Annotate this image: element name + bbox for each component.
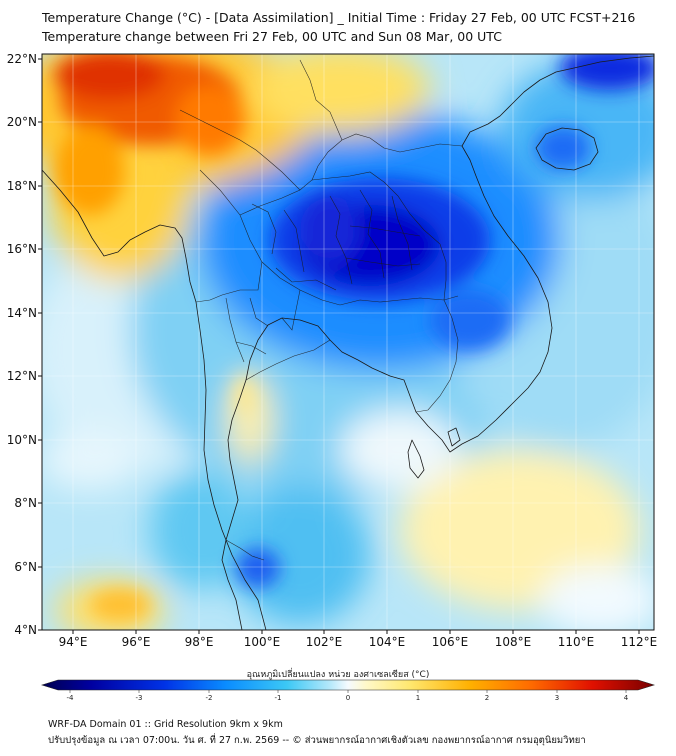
footer-credit: ปรับปรุงข้อมูล ณ เวลา 07:00น. วัน ศ. ที่… <box>48 735 586 746</box>
longitude-axis: 94°E 96°E 98°E 100°E 102°E 104°E 106°E 1… <box>59 630 658 649</box>
colorbar-tick: 1 <box>416 694 420 702</box>
temperature-field <box>42 54 654 630</box>
graticule <box>42 54 654 630</box>
lon-label: 102°E <box>306 635 343 649</box>
lon-label: 94°E <box>59 635 88 649</box>
lon-label: 110°E <box>558 635 595 649</box>
lon-label: 98°E <box>185 635 214 649</box>
colorbar-title: อุณหภูมิเปลี่ยนแปลง หน่วย องศาเซลเซียส (… <box>246 670 430 680</box>
lat-label: 14°N <box>7 306 37 320</box>
colorbar-tick: 4 <box>624 694 629 702</box>
latitude-axis: 22°N 20°N 18°N 16°N 14°N 12°N 10°N 8°N 6… <box>7 52 42 637</box>
lat-label: 12°N <box>7 369 37 383</box>
colorbar-tick: -2 <box>206 694 213 702</box>
colorbar-tick: -4 <box>67 694 75 702</box>
lat-label: 4°N <box>14 623 37 637</box>
lon-label: 108°E <box>495 635 532 649</box>
lat-label: 22°N <box>7 52 37 66</box>
colorbar-tick: 3 <box>555 694 559 702</box>
lon-label: 112°E <box>621 635 658 649</box>
map-frame <box>41 53 655 631</box>
lat-label: 6°N <box>14 560 37 574</box>
lon-label: 96°E <box>122 635 151 649</box>
borders <box>179 59 463 561</box>
lon-label: 104°E <box>369 635 406 649</box>
lat-label: 18°N <box>7 179 37 193</box>
lat-label: 10°N <box>7 433 37 447</box>
lon-label: 106°E <box>432 635 469 649</box>
colorbar-tick: -1 <box>275 694 282 702</box>
lat-label: 20°N <box>7 115 37 129</box>
lon-label: 100°E <box>244 635 281 649</box>
colorbar-tick: 0 <box>346 694 350 702</box>
colorbar-tick: -3 <box>136 694 143 702</box>
lat-label: 8°N <box>14 496 37 510</box>
colorbar: -4 -3 -2 -1 0 1 2 3 4 <box>40 679 656 702</box>
colorbar-tick: 2 <box>485 694 489 702</box>
chart-title-line1: Temperature Change (°C) - [Data Assimila… <box>42 10 636 25</box>
footer-model-info: WRF-DA Domain 01 :: Grid Resolution 9km … <box>48 719 283 730</box>
coastlines <box>42 55 654 630</box>
lat-label: 16°N <box>7 242 37 256</box>
chart-title-line2: Temperature change between Fri 27 Feb, 0… <box>42 29 502 44</box>
